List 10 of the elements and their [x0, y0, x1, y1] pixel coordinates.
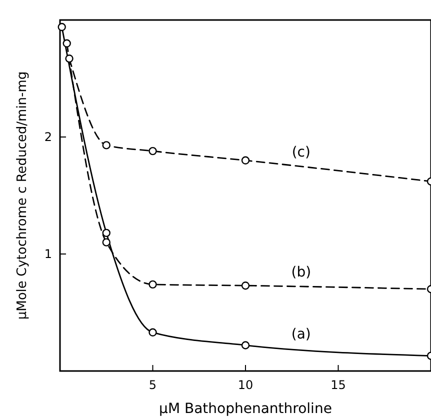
y-tick-label: 1: [44, 247, 52, 261]
x-tick-label: 10: [238, 378, 254, 392]
x-axis-title: μM Bathophenanthroline: [159, 401, 332, 417]
y-tick-label: 2: [44, 130, 52, 144]
x-tick-label: 15: [330, 378, 346, 392]
series-label: (a): [291, 326, 311, 342]
series-label: (b): [291, 264, 312, 281]
x-tick-label: 5: [148, 378, 157, 392]
series-label: (c): [292, 144, 310, 161]
y-axis-title: μMole Cytochrome c Reduced/min-mg: [15, 71, 30, 320]
